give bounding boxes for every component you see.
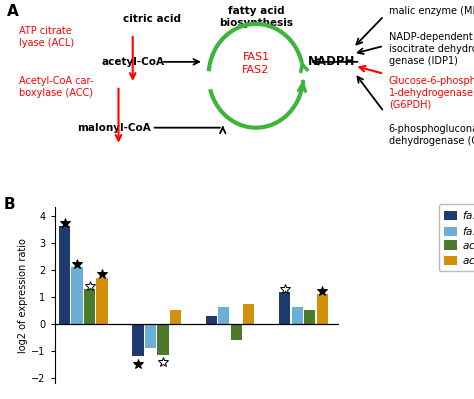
- Bar: [292, 307, 303, 324]
- Bar: [218, 307, 229, 324]
- Bar: [206, 316, 217, 324]
- Bar: [59, 226, 70, 324]
- Text: A: A: [7, 4, 19, 19]
- Bar: [72, 267, 82, 324]
- Bar: [279, 292, 291, 324]
- Text: citric acid: citric acid: [123, 14, 181, 24]
- Text: Glucose-6-phosphate
1-dehydrogenase
(G6PDH): Glucose-6-phosphate 1-dehydrogenase (G6P…: [389, 76, 474, 110]
- Text: B: B: [3, 197, 15, 212]
- Bar: [243, 304, 255, 324]
- Text: NADP-dependent
isocitrate dehydro-
genase (IDP1): NADP-dependent isocitrate dehydro- genas…: [389, 32, 474, 66]
- Text: NADPH: NADPH: [308, 55, 356, 68]
- Bar: [145, 324, 156, 348]
- Bar: [304, 310, 315, 324]
- Text: Acetyl-CoA car-
boxylase (ACC): Acetyl-CoA car- boxylase (ACC): [19, 76, 93, 98]
- Bar: [84, 289, 95, 324]
- Bar: [96, 278, 108, 324]
- Text: FAS1
FAS2: FAS1 FAS2: [242, 52, 270, 75]
- Text: ATP citrate
lyase (ACL): ATP citrate lyase (ACL): [19, 26, 74, 48]
- Bar: [317, 294, 328, 324]
- Text: malic enzyme (ME): malic enzyme (ME): [389, 6, 474, 16]
- Legend: $fas1$, $fas2$, $acc$, $acl$: $fas1$, $fas2$, $acc$, $acl$: [439, 204, 474, 271]
- Text: 6-phosphogluconate
dehydrogenase (GND1): 6-phosphogluconate dehydrogenase (GND1): [389, 124, 474, 146]
- Bar: [231, 324, 242, 340]
- Text: fatty acid
biosynthesis: fatty acid biosynthesis: [219, 6, 293, 28]
- Text: malonyl-CoA: malonyl-CoA: [77, 122, 151, 133]
- Bar: [170, 310, 181, 324]
- Bar: [132, 324, 144, 356]
- Bar: [157, 324, 169, 355]
- Y-axis label: log2 of expression ratio: log2 of expression ratio: [18, 238, 28, 353]
- Text: acetyl-CoA: acetyl-CoA: [101, 57, 164, 67]
